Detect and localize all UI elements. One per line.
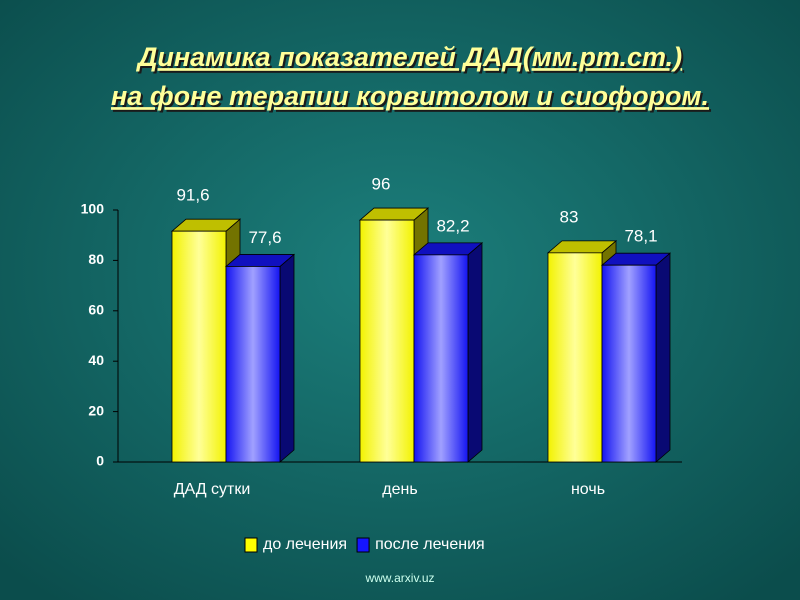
bar-side	[655, 252, 671, 463]
title-shadow: Динамика показателей ДАД(мм.рт.ст.)	[138, 44, 684, 74]
value-label: 82,2	[436, 216, 469, 235]
title-line: на фоне терапии корвитолом и сиофором.	[111, 81, 709, 111]
bar	[225, 266, 281, 463]
bar	[547, 252, 603, 463]
y-tick-label: 40	[88, 352, 104, 368]
x-tick-label: ночь	[571, 481, 605, 498]
bar-side	[467, 241, 483, 463]
value-label: 78,1	[624, 227, 657, 246]
legend-label: после лечения	[375, 536, 485, 553]
bar-side	[279, 253, 295, 463]
title-shadow: на фоне терапии корвитолом и сиофором.	[113, 83, 711, 113]
bar	[359, 219, 415, 463]
legend-key	[244, 537, 258, 553]
value-label: 83	[560, 207, 579, 226]
y-tick-label: 20	[88, 402, 104, 418]
x-tick-label: день	[382, 481, 417, 498]
y-tick-label: 100	[81, 201, 105, 217]
title-line: Динамика показателей ДАД(мм.рт.ст.)	[136, 42, 682, 72]
legend-key	[356, 537, 370, 553]
bar	[171, 230, 227, 463]
footer: www.arxiv.uz	[364, 571, 434, 585]
value-label: 96	[372, 175, 391, 194]
bar	[413, 254, 469, 463]
x-tick-label: ДАД сутки	[174, 481, 251, 498]
bar	[601, 264, 657, 463]
y-tick-label: 60	[88, 302, 104, 318]
y-tick-label: 0	[96, 453, 104, 469]
value-label: 77,6	[248, 228, 281, 247]
y-tick-label: 80	[88, 251, 104, 267]
title: Динамика показателей ДАД(мм.рт.ст.) Дина…	[111, 42, 711, 113]
value-label: 91,6	[176, 186, 209, 205]
legend-label: до лечения	[263, 536, 347, 553]
